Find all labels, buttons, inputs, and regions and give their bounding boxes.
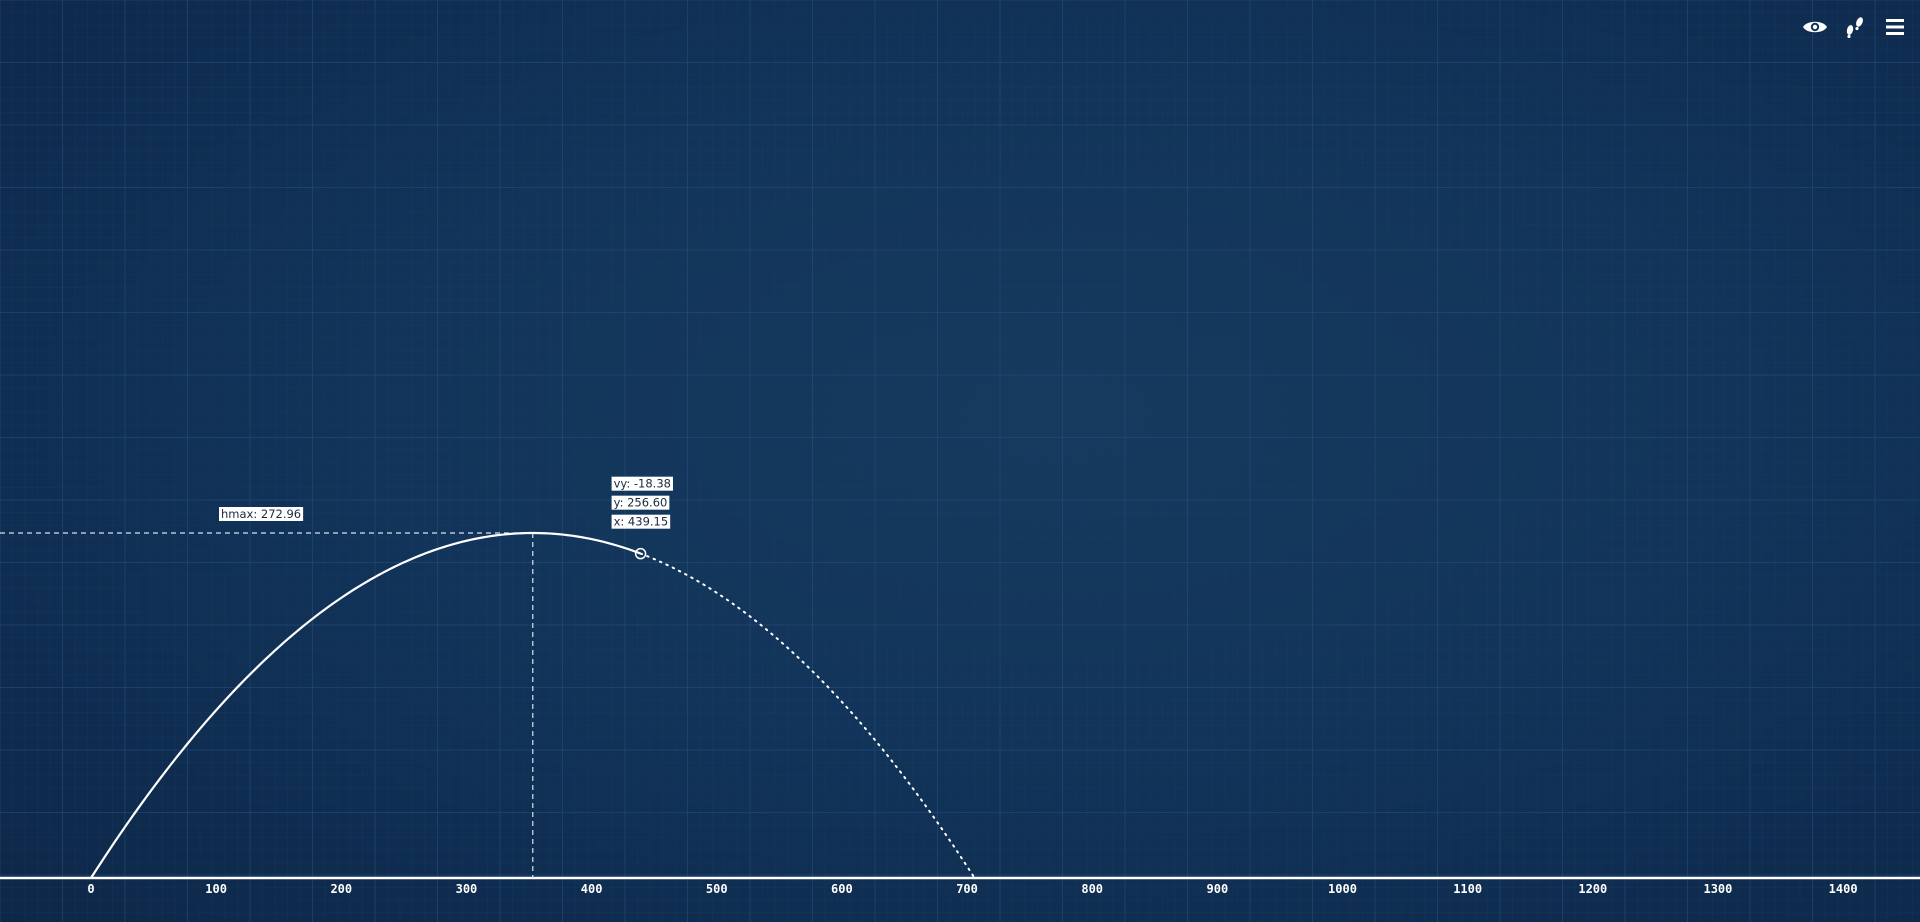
x-tick-label: 400	[581, 882, 603, 896]
x-tick-label: 300	[456, 882, 478, 896]
menu-button[interactable]	[1882, 14, 1908, 40]
x-label: x: 439.15	[611, 514, 671, 529]
x-tick-label: 1300	[1703, 882, 1732, 896]
vy-label-text: vy: -18.38	[614, 477, 671, 491]
projectile-marker[interactable]	[634, 547, 647, 560]
x-tick-label: 700	[956, 882, 978, 896]
eye-button[interactable]	[1802, 14, 1828, 40]
x-axis-ticks: 0 100 200 300 400 500 600 700 800 900 1000 1100 1200…	[87, 882, 1857, 896]
x-tick-label: 1200	[1578, 882, 1607, 896]
x-tick-label: 500	[706, 882, 728, 896]
x-tick-label: 200	[330, 882, 352, 896]
y-label-text: y: 256.60	[614, 496, 668, 510]
hmax-label: hmax: 272.96	[219, 507, 304, 521]
y-label: y: 256.60	[611, 495, 670, 510]
x-label-text: x: 439.15	[614, 515, 669, 529]
hamburger-menu-icon	[1886, 19, 1904, 35]
hmax-label-text: hmax: 272.96	[221, 507, 301, 521]
toolbar	[1802, 14, 1908, 40]
x-tick-label: 1000	[1328, 882, 1357, 896]
x-tick-label: 900	[1207, 882, 1229, 896]
x-tick-label: 600	[831, 882, 853, 896]
eye-icon	[1803, 21, 1827, 33]
x-tick-label: 800	[1081, 882, 1103, 896]
vy-label: vy: -18.38	[611, 476, 673, 491]
x-tick-label: 0	[87, 882, 94, 896]
x-tick-label: 100	[205, 882, 227, 896]
x-tick-label: 1100	[1453, 882, 1482, 896]
trajectory-predicted	[639, 552, 976, 879]
x-tick-label: 1400	[1829, 882, 1858, 896]
footsteps-icon	[1846, 17, 1863, 38]
footsteps-button[interactable]	[1842, 14, 1868, 40]
trajectory-traveled	[90, 531, 641, 879]
